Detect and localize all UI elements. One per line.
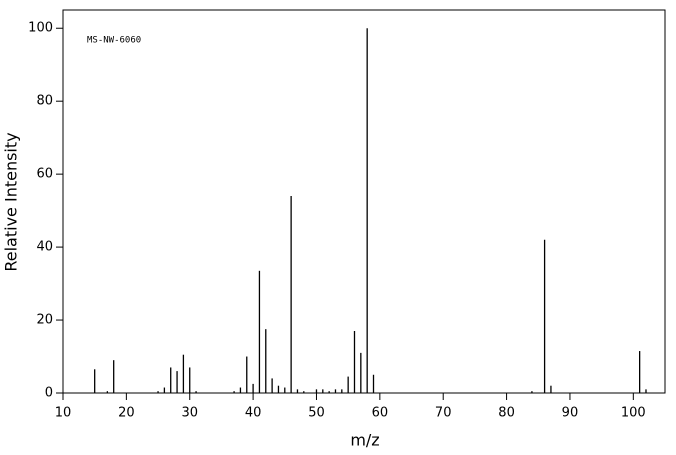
y-axis-label: Relative Intensity <box>2 132 21 271</box>
x-tick-label: 10 <box>55 406 72 421</box>
y-tick-label: 100 <box>28 21 53 36</box>
plot-frame <box>62 9 666 394</box>
y-tick-label: 20 <box>36 313 53 328</box>
x-tick-label: 90 <box>562 406 579 421</box>
x-tick-label: 50 <box>308 406 325 421</box>
x-axis-label: m/z <box>350 431 379 450</box>
x-tick-label: 60 <box>372 406 389 421</box>
annotation: MS-NW-6060 <box>87 36 141 46</box>
x-tick-label: 80 <box>498 406 515 421</box>
x-tick-label: 30 <box>181 406 198 421</box>
y-tick-label: 60 <box>36 167 53 182</box>
x-tick-label: 70 <box>435 406 452 421</box>
y-tick-label: 40 <box>36 240 53 255</box>
y-tick-label: 80 <box>36 94 53 109</box>
x-tick-label: 20 <box>118 406 135 421</box>
x-tick-label: 40 <box>245 406 262 421</box>
y-tick-label: 0 <box>45 386 53 401</box>
x-tick-label: 100 <box>621 406 646 421</box>
